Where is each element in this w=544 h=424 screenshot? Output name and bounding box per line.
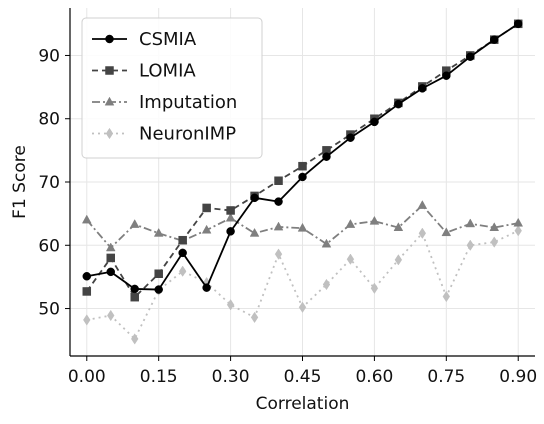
x-tick-label: 0.30 xyxy=(212,367,250,387)
data-point-imputation xyxy=(153,227,164,237)
data-point-neuronimp xyxy=(226,299,235,311)
data-point-neuronimp xyxy=(370,282,379,294)
data-point-csmia xyxy=(82,272,92,281)
data-point-imputation xyxy=(465,218,476,228)
data-point-imputation xyxy=(273,221,284,231)
data-point-csmia xyxy=(130,284,139,294)
data-point-lomia xyxy=(202,203,211,213)
series-imputation xyxy=(81,200,524,252)
y-axis-label: F1 Score xyxy=(10,145,30,219)
data-point-lomia xyxy=(226,206,235,215)
data-point-csmia xyxy=(513,19,523,29)
data-point-lomia xyxy=(178,235,187,245)
x-tick-label: 0.15 xyxy=(140,367,178,387)
data-point-lomia xyxy=(106,253,115,263)
data-point-csmia xyxy=(298,172,307,182)
data-point-imputation xyxy=(441,227,452,237)
data-point-imputation xyxy=(417,200,428,209)
data-point-csmia xyxy=(346,133,355,142)
legend-item-csmia: CSMIA xyxy=(92,29,197,50)
data-point-imputation xyxy=(201,224,212,234)
data-point-neuronimp xyxy=(178,265,187,277)
data-point-csmia xyxy=(490,35,499,44)
data-point-neuronimp xyxy=(250,311,259,324)
data-point-csmia xyxy=(106,267,115,277)
legend-box xyxy=(81,17,263,159)
data-point-neuronimp xyxy=(274,248,283,260)
data-point-neuronimp xyxy=(298,301,307,313)
legend-items: CSMIA LOMIA Imputation NeuronIMP xyxy=(92,29,237,145)
data-point-imputation xyxy=(369,215,380,225)
data-point-lomia xyxy=(274,176,283,185)
x-tick-label: 0.45 xyxy=(284,367,322,387)
data-point-lomia xyxy=(154,269,163,278)
data-point-imputation xyxy=(345,219,356,228)
data-point-csmia xyxy=(394,99,403,109)
data-point-imputation xyxy=(489,222,500,232)
data-point-csmia xyxy=(250,193,259,203)
data-point-neuronimp xyxy=(514,225,522,237)
data-point-imputation xyxy=(321,238,332,248)
data-point-csmia xyxy=(466,52,475,61)
legend-label-imputation: Imputation xyxy=(139,92,237,113)
series-layer xyxy=(81,19,524,345)
legend-label-lomia: LOMIA xyxy=(139,61,196,82)
data-point-neuronimp xyxy=(83,314,91,326)
data-point-neuronimp xyxy=(322,278,331,291)
data-point-csmia xyxy=(154,285,163,294)
x-tick-label: 0.00 xyxy=(68,367,106,387)
y-axis-ticks: 50 60 70 80 90 xyxy=(38,46,70,320)
data-point-neuronimp xyxy=(394,254,403,266)
y-tick-label: 70 xyxy=(38,173,60,193)
data-point-imputation xyxy=(249,227,260,237)
data-point-neuronimp xyxy=(131,333,139,345)
x-tick-label: 0.90 xyxy=(499,367,537,387)
legend-marker-lomia xyxy=(105,66,114,75)
legend-marker-imputation xyxy=(104,96,115,106)
legend-label-csmia: CSMIA xyxy=(139,29,197,50)
x-tick-label: 0.60 xyxy=(355,367,393,387)
data-point-imputation xyxy=(81,214,92,224)
data-point-csmia xyxy=(226,227,235,236)
data-point-csmia xyxy=(370,117,379,127)
y-tick-label: 80 xyxy=(38,110,60,130)
legend: CSMIA LOMIA Imputation NeuronIMP xyxy=(81,17,263,159)
legend-item-lomia: LOMIA xyxy=(92,61,196,82)
data-point-lomia xyxy=(298,161,307,171)
y-tick-label: 50 xyxy=(38,300,60,320)
data-point-neuronimp xyxy=(442,290,451,303)
data-point-imputation xyxy=(297,222,308,232)
legend-item-neuronimp: NeuronIMP xyxy=(92,124,236,145)
x-axis-ticks: 0.00 0.15 0.30 0.45 0.60 0.75 0.90 xyxy=(68,356,537,387)
data-point-csmia xyxy=(178,248,187,258)
data-point-imputation xyxy=(129,219,140,228)
legend-marker-neuronimp xyxy=(105,127,114,140)
data-point-imputation xyxy=(105,242,116,252)
series-csmia xyxy=(82,19,523,294)
data-point-neuronimp xyxy=(418,227,427,239)
data-point-imputation xyxy=(225,212,236,222)
y-tick-label: 90 xyxy=(38,46,60,66)
data-point-csmia xyxy=(418,84,427,93)
data-point-neuronimp xyxy=(107,309,115,322)
data-point-lomia xyxy=(82,287,92,296)
data-point-imputation xyxy=(513,217,524,227)
data-point-csmia xyxy=(202,283,211,292)
x-axis-label: Correlation xyxy=(256,394,350,414)
data-point-imputation xyxy=(393,222,404,232)
legend-marker-csmia xyxy=(105,34,114,44)
y-tick-label: 60 xyxy=(38,236,60,256)
legend-item-imputation: Imputation xyxy=(92,92,237,113)
data-point-neuronimp xyxy=(466,239,474,251)
data-point-csmia xyxy=(322,152,331,161)
data-point-neuronimp xyxy=(346,253,355,265)
data-point-neuronimp xyxy=(490,236,498,248)
x-tick-label: 0.75 xyxy=(427,367,465,387)
data-point-lomia xyxy=(130,292,139,302)
data-point-csmia xyxy=(442,71,451,80)
data-point-csmia xyxy=(274,197,283,206)
legend-label-neuronimp: NeuronIMP xyxy=(139,124,236,145)
series-neuronimp xyxy=(83,225,522,345)
